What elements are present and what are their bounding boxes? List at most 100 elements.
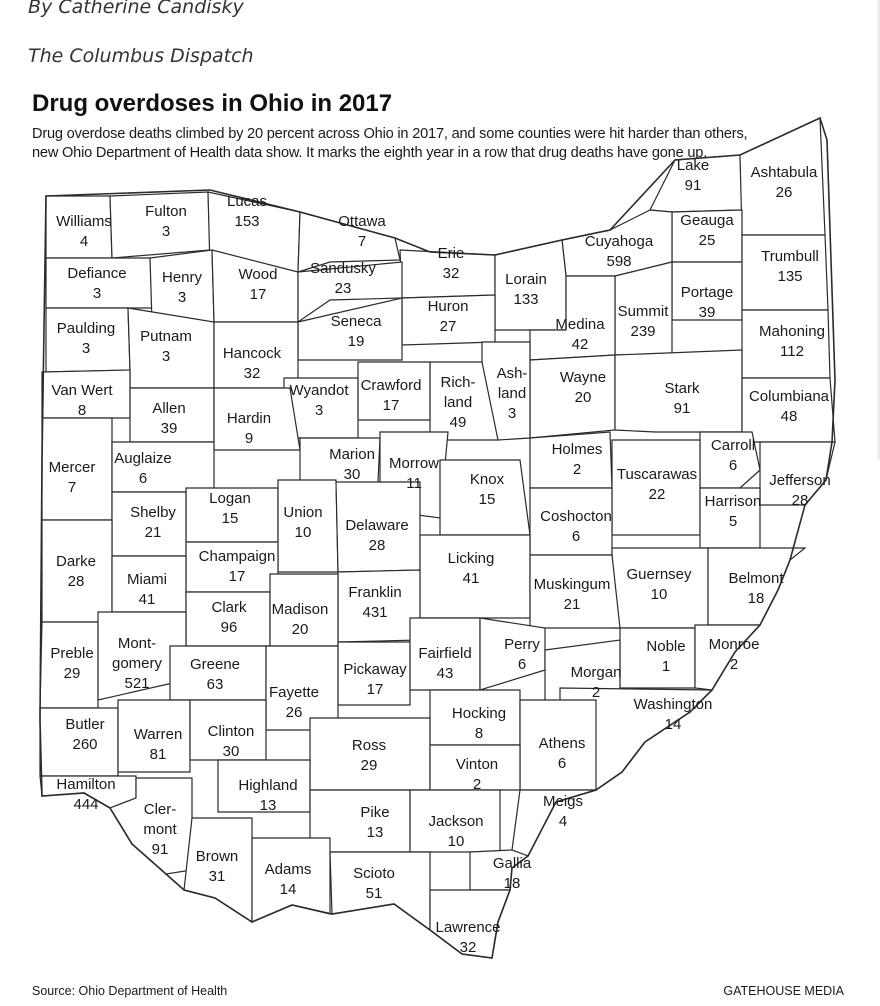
- county-overdose-count: 2: [472, 776, 482, 793]
- county-name: Jackson: [428, 813, 484, 830]
- county-overdose-count: 25: [698, 232, 716, 249]
- county-overdose-count: 11: [406, 475, 422, 492]
- county-name: Ash-: [496, 365, 528, 382]
- county-name: Champaign: [198, 548, 276, 565]
- county-label-trumbull: Trumbull 135: [761, 247, 819, 287]
- county-name: Gallia: [492, 855, 532, 872]
- county-name: Williams: [56, 213, 112, 230]
- county-name: Logan: [209, 490, 251, 507]
- county-label-carroll: Carroll 6: [711, 436, 755, 476]
- county-label-noble: Noble 1: [646, 637, 685, 677]
- county-name: Perry: [504, 636, 540, 653]
- county-label-hardin: Hardin 9: [227, 409, 271, 449]
- county-name: Fayette: [268, 684, 320, 701]
- county-overdose-count: 29: [63, 665, 81, 682]
- scrollbar-edge: [876, 0, 880, 460]
- county-label-crawford: Crawford 17: [361, 376, 422, 416]
- article-byline: By Catherine Candisky: [28, 0, 244, 18]
- county-label-marion: Marion 30: [329, 445, 375, 485]
- county-label-cuyahoga: Cuyahoga 598: [585, 232, 653, 272]
- county-name: Morrow: [388, 455, 440, 472]
- county-overdose-count: 28: [368, 537, 386, 554]
- map-title: Drug overdoses in Ohio in 2017: [32, 90, 393, 117]
- county-label-union: Union 10: [283, 503, 322, 543]
- county-pickaway: [337, 641, 411, 706]
- county-overdose-count: 28: [791, 492, 809, 509]
- county-overdose-count: 19: [347, 333, 365, 350]
- county-label-huron: Huron 27: [428, 297, 469, 337]
- county-name: Belmont: [728, 570, 784, 587]
- county-overdose-count: 39: [698, 304, 716, 321]
- county-label-scioto: Scioto 51: [353, 864, 395, 904]
- county-name: Miami: [127, 571, 167, 588]
- county-label-lawrence: Lawrence 32: [435, 918, 500, 958]
- county-name: Ottawa: [338, 213, 386, 230]
- county-name: Shelby: [130, 504, 176, 521]
- county-name: Knox: [469, 471, 505, 488]
- county-name: Muskingum: [533, 576, 611, 593]
- county-overdose-count: 27: [439, 318, 457, 335]
- county-overdose-count: 3: [177, 289, 187, 306]
- county-label-vanwert: Van Wert 8: [51, 381, 112, 421]
- county-name: Clark: [211, 599, 247, 616]
- county-name: Licking: [447, 550, 495, 567]
- county-shapes: [39, 117, 836, 959]
- county-overdose-count: 18: [503, 875, 521, 892]
- county-label-coshocton: Coshocton 6: [540, 507, 612, 547]
- county-overdose-count: 14: [664, 716, 682, 733]
- county-label-vinton: Vinton 2: [456, 755, 498, 795]
- county-name: Athens: [538, 735, 586, 752]
- county-overdose-count: 3: [92, 285, 102, 302]
- county-overdose-count: 42: [571, 336, 589, 353]
- county-name: Lucas: [226, 193, 268, 210]
- county-overdose-count: 32: [442, 265, 460, 282]
- map-subtitle: Drug overdose deaths climbed by 20 perce…: [32, 126, 748, 161]
- county-name: land: [497, 385, 527, 402]
- county-label-miami: Miami 41: [127, 570, 167, 610]
- county-overdose-count: 260: [72, 736, 98, 753]
- county-label-columbiana: Columbiana 48: [749, 387, 829, 427]
- county-overdose-count: 5: [728, 513, 738, 530]
- county-label-montgomery: Mont-gomery 521: [112, 634, 162, 694]
- county-label-fulton: Fulton 3: [145, 202, 187, 242]
- county-label-fayette: Fayette 26: [269, 683, 319, 723]
- county-tuscarawas: [611, 439, 701, 536]
- county-name: Henry: [161, 269, 203, 286]
- county-label-ross: Ross 29: [352, 736, 386, 776]
- county-name: Coshocton: [540, 508, 612, 525]
- county-name: Medina: [555, 316, 605, 333]
- county-overdose-count: 15: [221, 510, 239, 527]
- county-name: Hardin: [226, 410, 272, 427]
- county-name: Meigs: [542, 793, 584, 810]
- county-overdose-count: 30: [222, 743, 240, 760]
- county-name: Sandusky: [310, 260, 376, 277]
- county-overdose-count: 6: [517, 656, 527, 673]
- county-name: gomery: [111, 655, 163, 672]
- county-label-shelby: Shelby 21: [130, 503, 176, 543]
- county-label-ashland: Ash-land 3: [497, 364, 528, 424]
- county-name: Lorain: [505, 271, 547, 288]
- county-name: Mercer: [48, 459, 96, 476]
- county-label-seneca: Seneca 19: [331, 312, 382, 352]
- county-overdose-count: 17: [382, 397, 400, 414]
- county-name: Darke: [55, 553, 97, 570]
- county-label-putnam: Putnam 3: [140, 327, 192, 367]
- county-name: Seneca: [330, 313, 382, 330]
- county-label-delaware: Delaware 28: [345, 516, 408, 556]
- county-label-hocking: Hocking 8: [452, 704, 506, 744]
- county-label-washington: Washington 14: [634, 695, 713, 735]
- county-overdose-count: 17: [228, 568, 246, 585]
- county-overdose-count: 20: [291, 621, 309, 638]
- county-overdose-count: 431: [362, 604, 388, 621]
- county-label-highland: Highland 13: [238, 776, 297, 816]
- county-overdose-count: 8: [474, 725, 484, 742]
- county-name: Washington: [633, 696, 713, 713]
- county-overdose-count: 17: [249, 286, 267, 303]
- county-name: Fulton: [145, 203, 187, 220]
- county-overdose-count: 41: [462, 570, 480, 587]
- county-label-warren: Warren 81: [134, 725, 183, 765]
- county-overdose-count: 6: [138, 470, 148, 487]
- county-label-wyandot: Wyandot 3: [289, 381, 348, 421]
- county-warren: [117, 699, 191, 773]
